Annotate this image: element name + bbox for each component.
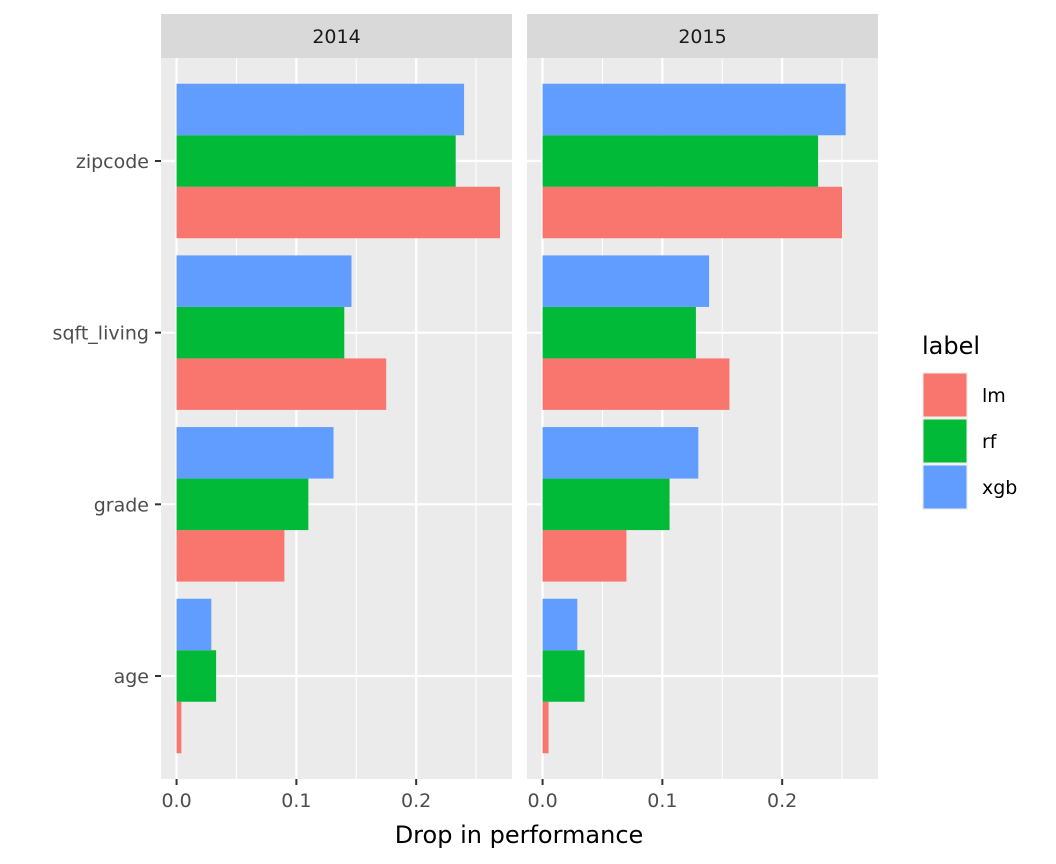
- bar-lm-grade: [176, 530, 285, 582]
- panel-2015: 2015 0.0 0.1 0.2: [527, 14, 878, 812]
- x-tick-label: 0.0: [527, 790, 557, 812]
- panels-layer: 2014 0.0 0.1 0.2 2015 0.0 0.1 0.2: [161, 14, 878, 812]
- y-tick-label: grade: [94, 494, 149, 516]
- legend-key-lm: [923, 373, 967, 417]
- bar-xgb-sqft_living: [176, 255, 352, 307]
- x-tick-label: 0.0: [161, 790, 191, 812]
- bar-rf-grade: [542, 478, 670, 531]
- bar-rf-zipcode: [542, 135, 819, 187]
- x-tick-label: 0.2: [767, 790, 797, 812]
- bar-lm-age: [542, 701, 549, 754]
- x-tick-label: 0.2: [401, 790, 431, 812]
- bar-xgb-sqft_living: [542, 255, 710, 307]
- bar-rf-sqft_living: [542, 306, 696, 359]
- bar-xgb-grade: [176, 427, 334, 479]
- bar-rf-age: [542, 650, 585, 702]
- bar-xgb-age: [176, 598, 212, 651]
- legend-label-rf: rf: [982, 431, 998, 453]
- x-tick-label: 0.1: [281, 790, 311, 812]
- legend: label lm rf xgb: [922, 332, 1017, 510]
- bar-rf-zipcode: [176, 135, 456, 187]
- bar-xgb-grade: [542, 427, 699, 479]
- legend-label-xgb: xgb: [982, 477, 1017, 499]
- panel-strip: [527, 14, 878, 58]
- bar-rf-sqft_living: [176, 306, 345, 359]
- legend-title: label: [922, 332, 980, 360]
- legend-label-lm: lm: [982, 385, 1006, 407]
- legend-key-rf: [923, 419, 967, 463]
- bar-lm-sqft_living: [542, 358, 730, 410]
- bar-lm-grade: [542, 530, 627, 582]
- y-axis: age grade sqft_living zipcode: [53, 151, 161, 688]
- bar-lm-zipcode: [542, 186, 843, 239]
- panel-2014: 2014 0.0 0.1 0.2: [161, 14, 512, 812]
- legend-key-xgb: [923, 465, 967, 509]
- bar-lm-age: [176, 701, 182, 754]
- y-tick-label: age: [114, 666, 149, 688]
- bar-lm-sqft_living: [176, 358, 387, 410]
- bar-lm-zipcode: [176, 186, 501, 239]
- bar-rf-grade: [176, 478, 309, 531]
- y-tick-label: zipcode: [76, 151, 149, 173]
- y-tick-label: sqft_living: [53, 323, 149, 345]
- bar-xgb-zipcode: [176, 83, 465, 136]
- bar-xgb-age: [542, 598, 578, 651]
- bar-rf-age: [176, 650, 217, 702]
- x-tick-label: 0.1: [647, 790, 677, 812]
- x-axis-title: Drop in performance: [395, 821, 644, 849]
- bar-xgb-zipcode: [542, 83, 846, 136]
- panel-strip-label: 2015: [678, 26, 726, 48]
- panel-strip-label: 2014: [312, 26, 360, 48]
- panel-strip: [161, 14, 512, 58]
